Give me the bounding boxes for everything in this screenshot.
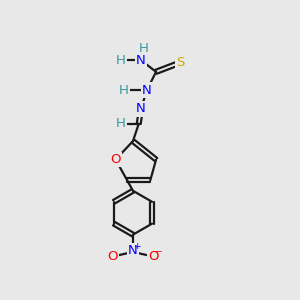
- Text: N: N: [136, 54, 146, 67]
- Text: O: O: [110, 153, 121, 166]
- Text: O: O: [148, 250, 159, 263]
- Text: H: H: [115, 54, 125, 67]
- Text: H: H: [138, 42, 148, 55]
- Text: S: S: [176, 56, 184, 69]
- Text: N: N: [142, 84, 152, 97]
- Text: H: H: [119, 84, 129, 97]
- Text: O: O: [107, 250, 117, 263]
- Text: H: H: [115, 117, 125, 130]
- Text: N: N: [136, 102, 146, 115]
- Text: N: N: [128, 244, 138, 257]
- Text: +: +: [134, 242, 141, 251]
- Text: −: −: [154, 248, 163, 257]
